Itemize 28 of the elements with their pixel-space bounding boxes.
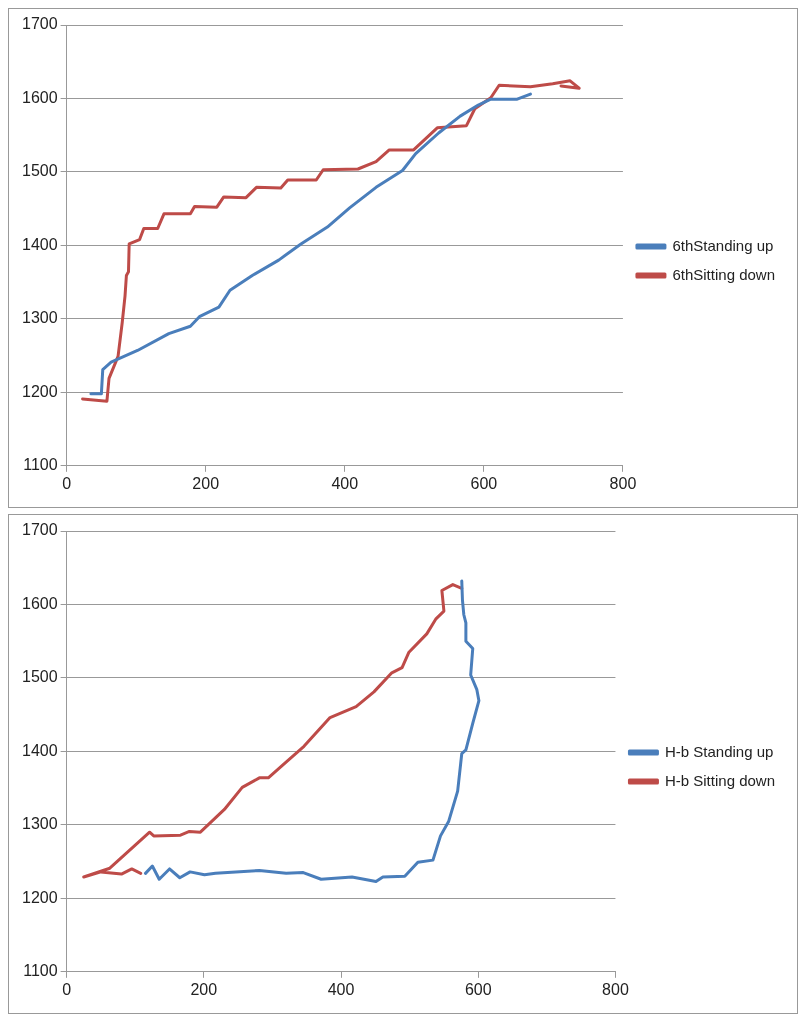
y-tick-label: 1500 <box>22 162 58 180</box>
legend-label: 6thStanding up <box>672 236 774 254</box>
x-tick-label: 800 <box>609 474 637 492</box>
x-tick-label: 800 <box>602 980 629 998</box>
x-tick-label: 600 <box>464 980 492 998</box>
x-tick-label: 0 <box>62 474 72 492</box>
legend-label: H-b Standing up <box>664 742 774 760</box>
y-tick-label: 1700 <box>22 521 58 539</box>
y-tick-label: 1600 <box>22 594 58 612</box>
x-tick-label: 400 <box>331 474 359 492</box>
y-tick-label: 1300 <box>22 309 58 327</box>
x-tick-label: 200 <box>190 980 218 998</box>
y-tick-label: 1200 <box>22 888 58 906</box>
x-tick-label: 200 <box>192 474 220 492</box>
y-tick-label: 1300 <box>22 815 58 833</box>
y-tick-label: 1400 <box>22 741 58 759</box>
y-tick-label: 1100 <box>23 456 58 474</box>
y-tick-label: 1400 <box>22 235 58 253</box>
x-tick-label: 400 <box>327 980 355 998</box>
x-tick-label: 600 <box>470 474 498 492</box>
y-tick-label: 1700 <box>22 15 58 33</box>
x-tick-label: 0 <box>62 980 72 998</box>
legend-label: H-b Sitting down <box>664 771 776 789</box>
y-tick-label: 1600 <box>22 88 58 106</box>
y-tick-label: 1100 <box>23 962 58 980</box>
y-tick-label: 1200 <box>22 382 58 400</box>
y-tick-label: 1500 <box>22 668 58 686</box>
legend-label: 6thSitting down <box>672 265 776 283</box>
